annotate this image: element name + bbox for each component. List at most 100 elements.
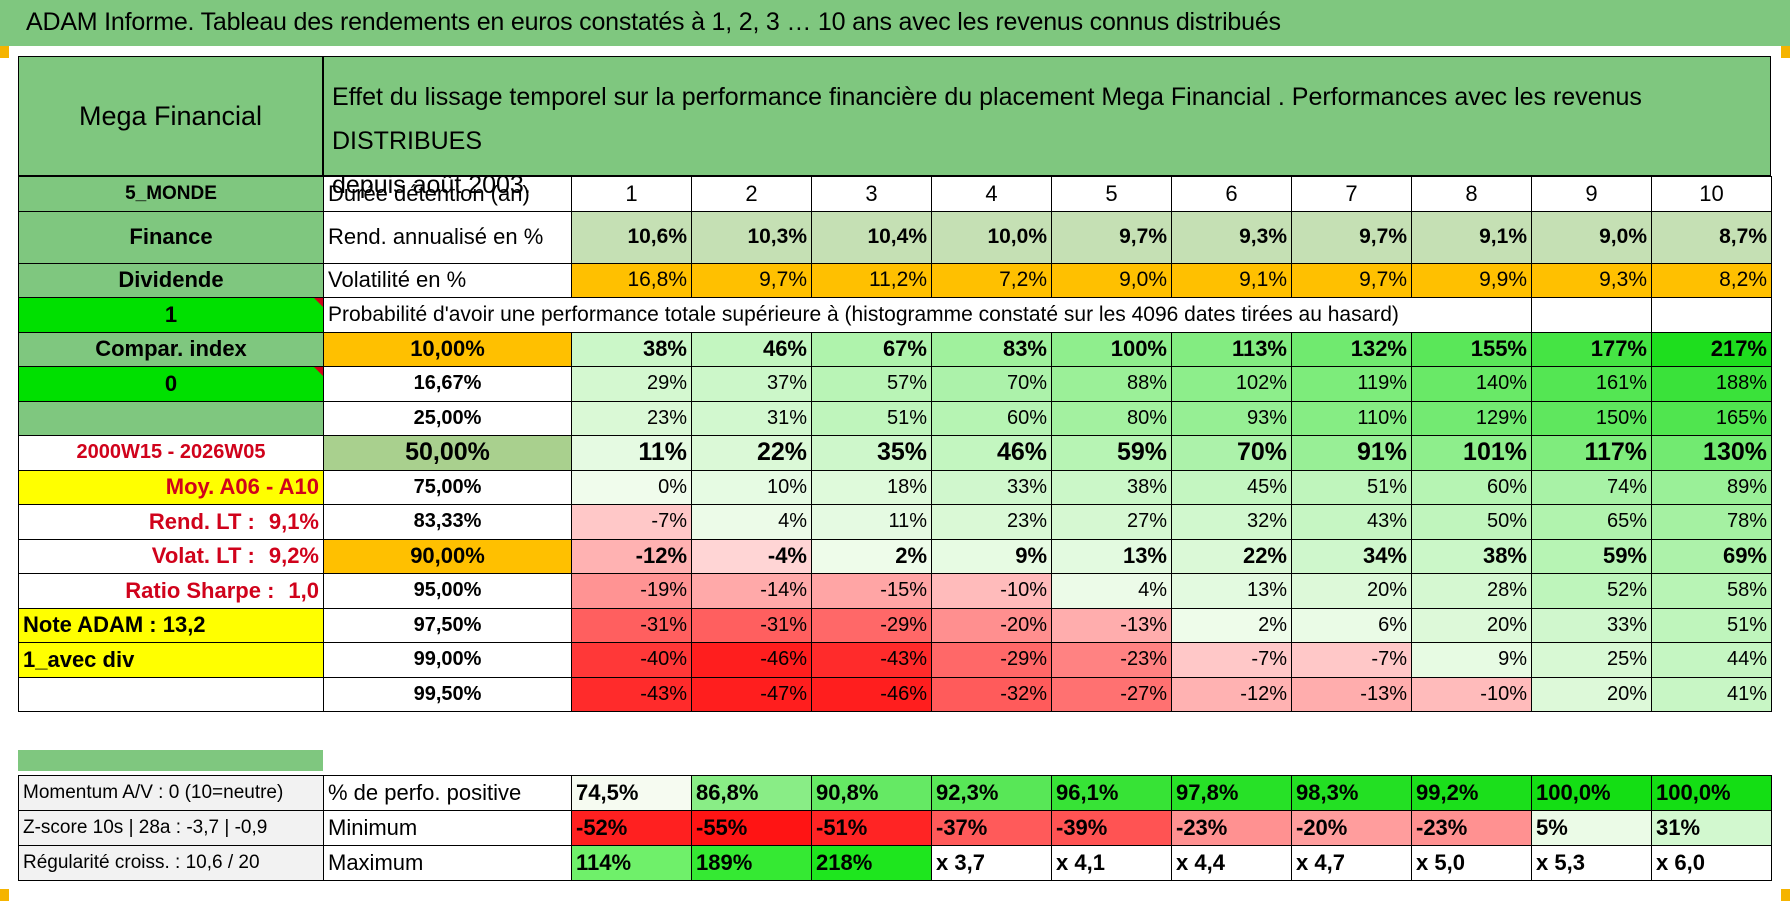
percentile-value: 132% (1291, 331, 1412, 367)
percentile-value: 22% (691, 435, 812, 471)
rend-cell: 9,7% (1291, 210, 1412, 264)
minimum-side-label: Z-score 10s | 28a : -3,7 | -0,9 (18, 810, 324, 846)
percentile-value: 35% (811, 435, 932, 471)
year-header: 6 (1171, 176, 1292, 212)
period-label: 2000W15 - 2026W05 (18, 435, 324, 471)
percentile-value: 32% (1171, 504, 1292, 540)
positive-value: 97,8% (1171, 775, 1292, 811)
percentile-value: 67% (811, 331, 932, 367)
rend-cell: 8,7% (1651, 210, 1772, 264)
percentile-value: 110% (1291, 400, 1412, 436)
percentile-value: 29% (571, 366, 692, 402)
maximum-value: x 3,7 (931, 845, 1052, 881)
percentile-value: 74% (1531, 469, 1652, 505)
percentile-value: 102% (1171, 366, 1292, 402)
percentile-value: 27% (1051, 504, 1172, 540)
separator-bar (18, 750, 323, 771)
duree-label: Durée détention (an) (323, 176, 572, 212)
percentile-value: 45% (1171, 469, 1292, 505)
positive-side-label: Momentum A/V : 0 (10=neutre) (18, 775, 324, 811)
comment-marker-icon (314, 367, 323, 376)
positive-value: 98,3% (1291, 775, 1412, 811)
percentile-value: -46% (811, 676, 932, 712)
percentile-value: -14% (691, 573, 812, 609)
percentile-value: -7% (1291, 642, 1412, 678)
fund-name: Mega Financial (18, 56, 323, 176)
flag-1: 1 (18, 297, 324, 333)
minimum-label: Minimum (323, 810, 572, 846)
rend-cell: 9,3% (1171, 210, 1292, 264)
percentile-value: 78% (1651, 504, 1772, 540)
percentile-value: 155% (1411, 331, 1532, 367)
compar-label: Compar. index (18, 331, 324, 367)
percentile-value: 43% (1291, 504, 1412, 540)
vol-cell: 8,2% (1651, 262, 1772, 298)
note-label: Note ADAM : 13,2 (18, 607, 324, 643)
percentile-value: 37% (691, 366, 812, 402)
minimum-value: -39% (1051, 810, 1172, 846)
percentile-value: 165% (1651, 400, 1772, 436)
sharpe-ratio-label: Ratio Sharpe : (125, 577, 275, 603)
percentile-label: 50,00% (323, 435, 572, 471)
percentile-value: 130% (1651, 435, 1772, 471)
empty-cell (1651, 297, 1772, 333)
percentile-label: 16,67% (323, 366, 572, 402)
percentile-value: 140% (1411, 366, 1532, 402)
percentile-value: 113% (1171, 331, 1292, 367)
percentile-value: 65% (1531, 504, 1652, 540)
percentile-value: -7% (1171, 642, 1292, 678)
zone-label: 5_MONDE (18, 176, 324, 212)
minimum-value: 31% (1651, 810, 1772, 846)
percentile-value: -7% (571, 504, 692, 540)
percentile-value: -43% (571, 676, 692, 712)
year-header: 5 (1051, 176, 1172, 212)
percentile-value: -13% (1051, 607, 1172, 643)
percentile-value: -31% (691, 607, 812, 643)
rend-cell: 9,0% (1531, 210, 1652, 264)
percentile-value: 58% (1651, 573, 1772, 609)
percentile-value: 11% (811, 504, 932, 540)
vol-label: Volatilité en % (323, 262, 572, 298)
percentile-value: -4% (691, 538, 812, 574)
percentile-value: 20% (1291, 573, 1412, 609)
percentile-value: 6% (1291, 607, 1412, 643)
percentile-value: -12% (1171, 676, 1292, 712)
maximum-value: 114% (571, 845, 692, 881)
report-title: ADAM Informe. Tableau des rendements en … (26, 8, 1281, 36)
percentile-value: 188% (1651, 366, 1772, 402)
positive-value: 100,0% (1651, 775, 1772, 811)
sector-label: Finance (18, 210, 324, 264)
year-header: 9 (1531, 176, 1652, 212)
maximum-value: 189% (691, 845, 812, 881)
percentile-value: 23% (931, 504, 1052, 540)
year-header: 4 (931, 176, 1052, 212)
percentile-value: 59% (1531, 538, 1652, 574)
percentile-value: -12% (571, 538, 692, 574)
year-header: 1 (571, 176, 692, 212)
percentile-value: -31% (571, 607, 692, 643)
percentile-label: 97,50% (323, 607, 572, 643)
comment-marker-icon (314, 298, 323, 307)
percentile-value: -47% (691, 676, 812, 712)
rend-lt-label: Rend. LT : (148, 508, 255, 534)
percentile-value: 4% (691, 504, 812, 540)
percentile-value: 38% (1411, 538, 1532, 574)
percentile-value: 9% (931, 538, 1052, 574)
minimum-value: -20% (1291, 810, 1412, 846)
maximum-value: x 5,3 (1531, 845, 1652, 881)
percentile-label: 99,00% (323, 642, 572, 678)
vol-cell: 9,9% (1411, 262, 1532, 298)
positive-value: 92,3% (931, 775, 1052, 811)
percentile-value: 25% (1531, 642, 1652, 678)
div-label: 1_avec div (18, 642, 324, 678)
percentile-value: 93% (1171, 400, 1292, 436)
percentile-value: 46% (931, 435, 1052, 471)
minimum-value: -52% (571, 810, 692, 846)
minimum-value: 5% (1531, 810, 1652, 846)
percentile-value: -10% (931, 573, 1052, 609)
percentile-label: 75,00% (323, 469, 572, 505)
rend-label: Rend. annualisé en % (323, 210, 572, 264)
percentile-value: 31% (691, 400, 812, 436)
percentile-value: -10% (1411, 676, 1532, 712)
percentile-value: 2% (811, 538, 932, 574)
